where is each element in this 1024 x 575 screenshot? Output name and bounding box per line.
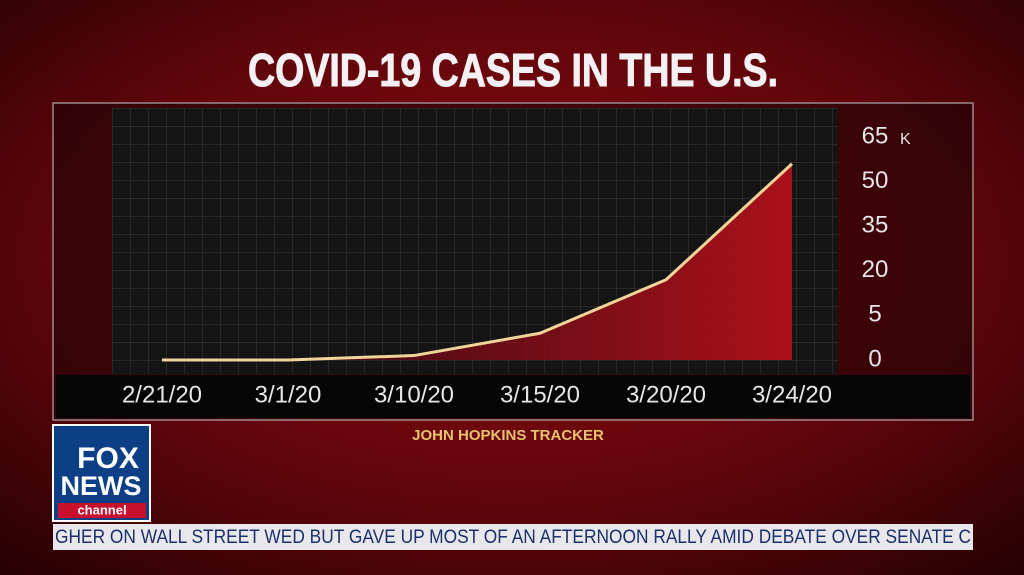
x-tick-label: 3/10/20: [374, 381, 454, 408]
chart-title: COVID-19 CASES IN THE U.S.: [248, 44, 778, 96]
ticker-band: [53, 524, 973, 550]
x-tick-label: 2/21/20: [122, 381, 202, 408]
logo: FOX NEWS channel: [52, 424, 151, 522]
y-unit: K: [900, 131, 911, 148]
logo-text: FOX: [77, 442, 139, 475]
area: [162, 163, 792, 360]
y-tick-label: 20: [862, 256, 889, 283]
line: [162, 162, 794, 362]
x-tick-label: 3/20/20: [626, 381, 706, 408]
ticker-text: GHER ON WALL STREET WED BUT GAVE UP MOST…: [55, 527, 971, 548]
x-tick-label: 3/15/20: [500, 381, 580, 408]
logo-text: channel: [77, 502, 126, 517]
source-label: JOHN HOPKINS TRACKER: [412, 427, 604, 444]
y-tick-label: 5: [868, 301, 881, 328]
y-tick-label: 35: [862, 212, 889, 239]
y-tick-label: 65: [862, 122, 889, 149]
x-axis-band: [56, 375, 970, 418]
logo-text: NEWS: [61, 471, 142, 501]
logo-bar: [58, 503, 146, 518]
x-tick-label: 3/1/20: [255, 381, 322, 408]
y-tick-label: 0: [868, 345, 881, 372]
x-tick-label: 3/24/20: [752, 381, 832, 408]
y-tick-label: 50: [862, 167, 889, 194]
